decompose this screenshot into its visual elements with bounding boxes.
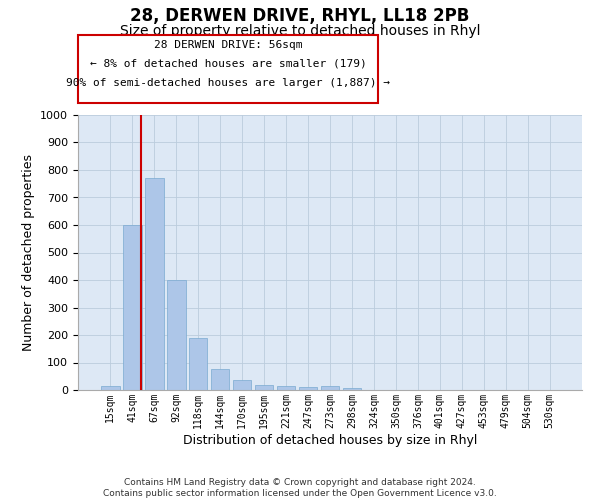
Bar [299,387,317,390]
Text: 28 DERWEN DRIVE: 56sqm: 28 DERWEN DRIVE: 56sqm [154,40,302,50]
Bar [189,338,208,390]
Text: ← 8% of detached houses are smaller (179): ← 8% of detached houses are smaller (179… [89,59,367,69]
Text: Size of property relative to detached houses in Rhyl: Size of property relative to detached ho… [120,24,480,38]
Bar [167,280,185,390]
X-axis label: Distribution of detached houses by size in Rhyl: Distribution of detached houses by size … [183,434,477,446]
Bar [277,386,295,390]
Y-axis label: Number of detached properties: Number of detached properties [22,154,35,351]
Bar [343,388,361,390]
Bar [123,225,142,390]
Bar [211,369,229,390]
Bar [320,386,340,390]
Text: Contains HM Land Registry data © Crown copyright and database right 2024.
Contai: Contains HM Land Registry data © Crown c… [103,478,497,498]
Bar [145,178,164,390]
Text: 90% of semi-detached houses are larger (1,887) →: 90% of semi-detached houses are larger (… [66,78,390,88]
Bar [101,386,119,390]
Text: 28, DERWEN DRIVE, RHYL, LL18 2PB: 28, DERWEN DRIVE, RHYL, LL18 2PB [130,8,470,26]
Bar [233,380,251,390]
Bar [255,384,274,390]
